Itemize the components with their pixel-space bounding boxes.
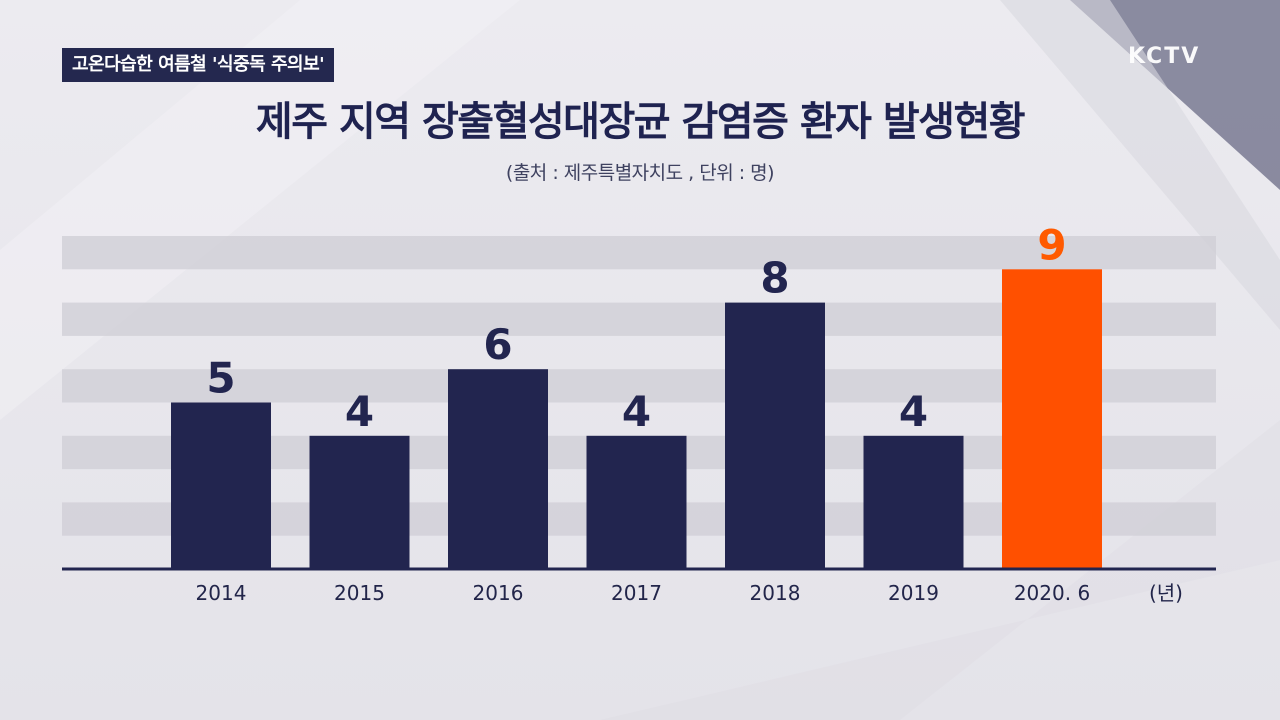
x-axis-unit-label: (년) <box>1149 581 1183 605</box>
bars <box>171 269 1102 569</box>
bar-2014 <box>171 402 271 569</box>
bar-2016 <box>448 369 548 569</box>
x-tick-label: 2014 <box>196 581 247 605</box>
value-label: 4 <box>899 387 928 436</box>
x-tick-label: 2016 <box>473 581 524 605</box>
x-tick-label: 2020. 6 <box>1014 581 1090 605</box>
bar-2017 <box>586 435 687 569</box>
x-tick-labels: 2014 2015 2016 2017 2018 2019 2020. 6 <box>196 581 1091 605</box>
bar-2015 <box>309 435 410 569</box>
bar-20206 <box>1002 269 1102 569</box>
channel-logo: KCTV <box>1128 44 1201 69</box>
x-tick-label: 2015 <box>334 581 385 605</box>
value-label: 8 <box>760 254 789 303</box>
x-tick-label: 2017 <box>611 581 662 605</box>
grid-band <box>62 236 1216 270</box>
value-label: 5 <box>206 354 235 403</box>
bar-2019 <box>863 435 964 569</box>
value-label: 6 <box>483 320 512 369</box>
value-label: 4 <box>622 387 651 436</box>
value-label: 4 <box>345 387 374 436</box>
topic-banner: 고온다습한 여름철 '식중독 주의보' <box>62 48 335 82</box>
value-label: 9 <box>1037 220 1066 269</box>
x-tick-label: 2018 <box>750 581 801 605</box>
chart-subtitle: (출처 : 제주특별자치도 , 단위 : 명) <box>505 162 775 184</box>
value-labels: 5 4 6 4 8 4 9 <box>206 220 1066 436</box>
bar-2018 <box>725 302 825 569</box>
chart-title: 제주 지역 장출혈성대장균 감염증 환자 발생현황 <box>255 99 1026 145</box>
x-tick-label: 2019 <box>888 581 939 605</box>
